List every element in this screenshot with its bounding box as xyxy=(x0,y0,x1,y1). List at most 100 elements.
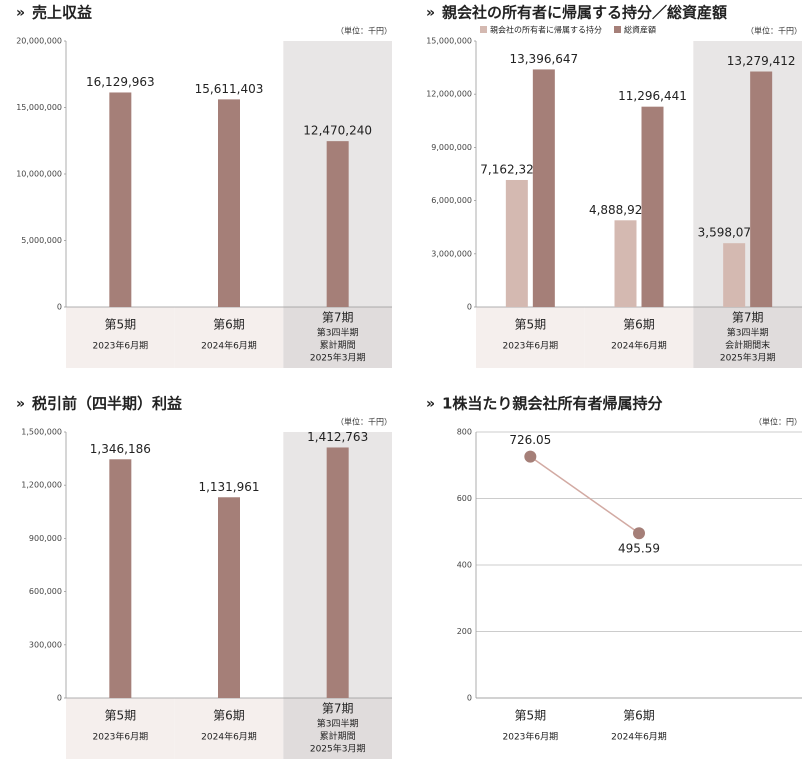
legend-label: 総資産額 xyxy=(624,25,656,35)
category-band xyxy=(66,698,175,759)
x-tick-label: 2024年6月期 xyxy=(201,731,257,743)
y-tick-label: 300,000 xyxy=(29,640,62,649)
x-tick-label: 第7期 xyxy=(322,311,354,325)
y-tick-label: 9,000,000 xyxy=(431,143,472,152)
y-tick-label: 0 xyxy=(467,303,472,312)
x-tick-label: 累計期間 xyxy=(320,339,356,351)
title-icon: » xyxy=(16,396,25,412)
x-tick-label: 第5期 xyxy=(515,709,547,723)
value-label: 1,346,186 xyxy=(90,442,151,456)
bar xyxy=(641,106,664,307)
bar xyxy=(505,179,528,307)
x-tick-label: 第3四半期 xyxy=(317,327,359,339)
title-icon: » xyxy=(426,5,435,21)
bar xyxy=(218,497,240,698)
unit-label: （単位：円） xyxy=(754,417,802,427)
y-tick-label: 900,000 xyxy=(29,534,62,543)
title-icon: » xyxy=(426,396,435,412)
value-label: 13,279,412 xyxy=(727,54,796,68)
x-tick-label: 第5期 xyxy=(515,318,547,332)
bar xyxy=(218,99,240,307)
bar xyxy=(614,220,637,307)
value-label: 16,129,963 xyxy=(86,75,155,89)
category-band xyxy=(174,307,284,368)
value-label: 12,470,240 xyxy=(303,124,372,138)
value-label: 15,611,403 xyxy=(195,82,264,96)
x-tick-label: 第5期 xyxy=(105,709,137,723)
y-tick-label: 600 xyxy=(457,494,472,503)
chart-panel: » 1株当たり親会社所有者帰属持分 （単位：円） 0 200 400 600 800 第5期 20… xyxy=(426,395,802,743)
value-label: 726.05 xyxy=(509,433,551,447)
x-tick-label: 第6期 xyxy=(213,709,245,723)
bar xyxy=(109,459,132,698)
y-tick-label: 0 xyxy=(57,303,62,312)
x-tick-label: 第5期 xyxy=(105,318,137,332)
bar xyxy=(326,141,349,307)
category-band xyxy=(283,698,392,759)
x-tick-label: 第7期 xyxy=(732,311,764,325)
value-label: 7,162,324 xyxy=(480,162,541,176)
point xyxy=(524,450,537,463)
chart-panel: » 親会社の所有者に帰属する持分／総資産額 （単位：千円） 0 3,000,000 6,0… xyxy=(426,4,802,368)
x-tick-label: 2023年6月期 xyxy=(503,731,559,743)
x-tick-label: 第3四半期 xyxy=(317,718,359,730)
category-band xyxy=(584,307,694,368)
value-label: 11,296,441 xyxy=(618,89,687,103)
value-label: 13,396,647 xyxy=(509,52,578,66)
x-tick-label: 2023年6月期 xyxy=(503,340,559,352)
x-tick-label: 第6期 xyxy=(623,318,655,332)
chart-title: 1株当たり親会社所有者帰属持分 xyxy=(442,395,662,413)
y-tick-label: 200 xyxy=(457,627,472,636)
value-label: 3,598,078 xyxy=(698,226,759,240)
y-tick-label: 0 xyxy=(467,694,472,703)
y-tick-label: 12,000,000 xyxy=(426,90,472,99)
y-tick-label: 10,000,000 xyxy=(16,170,62,179)
x-tick-label: 累計期間 xyxy=(320,730,356,742)
legend-swatch xyxy=(480,26,487,33)
y-tick-label: 800 xyxy=(457,428,472,437)
bar xyxy=(109,92,132,307)
y-tick-label: 15,000,000 xyxy=(426,37,472,46)
line xyxy=(529,455,640,534)
title-icon: » xyxy=(16,5,25,21)
y-tick-label: 3,000,000 xyxy=(431,249,472,258)
x-tick-label: 2024年6月期 xyxy=(201,340,257,352)
y-tick-label: 6,000,000 xyxy=(431,196,472,205)
value-label: 4,888,927 xyxy=(589,203,650,217)
y-tick-label: 1,200,000 xyxy=(21,481,62,490)
legend-swatch xyxy=(614,26,621,33)
category-band xyxy=(693,307,802,368)
x-tick-label: 第6期 xyxy=(213,318,245,332)
legend-label: 親会社の所有者に帰属する持分 xyxy=(490,25,602,35)
x-tick-label: 第3四半期 xyxy=(727,327,769,339)
unit-label: （単位：千円） xyxy=(746,26,802,36)
chart-panel: » 税引前（四半期）利益 （単位：千円） 0 300,000 600,000 900,000… xyxy=(16,395,392,759)
x-tick-label: 会計期間末 xyxy=(725,339,770,351)
x-tick-label: 2025年3月期 xyxy=(310,743,366,755)
bar xyxy=(723,243,746,307)
value-label: 1,412,763 xyxy=(307,430,368,444)
chart-panel: » 売上収益 （単位：千円） 0 5,000,000 10,000,000 15,000,0… xyxy=(16,4,392,368)
y-tick-label: 20,000,000 xyxy=(16,37,62,46)
point xyxy=(633,527,645,540)
x-tick-label: 第6期 xyxy=(623,709,655,723)
highlight-band xyxy=(693,41,802,307)
x-tick-label: 2024年6月期 xyxy=(611,340,667,352)
value-label: 1,131,961 xyxy=(198,480,259,494)
unit-label: （単位：千円） xyxy=(336,417,392,427)
chart-title: 税引前（四半期）利益 xyxy=(32,395,182,413)
x-tick-label: 2025年3月期 xyxy=(720,352,776,364)
chart-title: 売上収益 xyxy=(32,4,92,22)
x-tick-label: 2023年6月期 xyxy=(93,340,149,352)
category-band xyxy=(476,307,585,368)
x-tick-label: 2024年6月期 xyxy=(611,731,667,743)
bar xyxy=(532,69,555,307)
y-tick-label: 0 xyxy=(57,694,62,703)
y-tick-label: 400 xyxy=(457,561,472,570)
category-band xyxy=(283,307,392,368)
bar xyxy=(750,71,773,308)
x-tick-label: 2025年3月期 xyxy=(310,352,366,364)
y-tick-label: 1,500,000 xyxy=(21,428,62,437)
x-tick-label: 2023年6月期 xyxy=(93,731,149,743)
chart-title: 親会社の所有者に帰属する持分／総資産額 xyxy=(442,4,727,22)
